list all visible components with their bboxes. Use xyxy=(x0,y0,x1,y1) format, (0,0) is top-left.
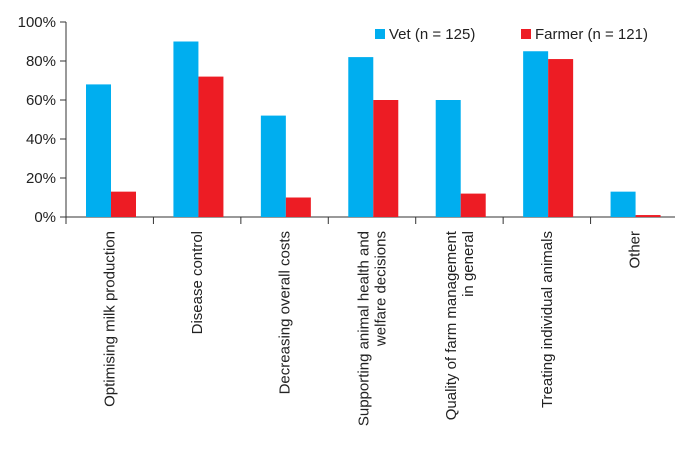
y-tick-label: 20% xyxy=(26,170,56,187)
y-tick-label: 40% xyxy=(26,131,56,148)
bar-vet xyxy=(260,115,286,217)
y-tick-label: 0% xyxy=(34,209,56,226)
category-label: Decreasing overall costs xyxy=(277,231,294,394)
bar-vet xyxy=(173,41,199,217)
legend: Vet (n = 125) Farmer (n = 121) xyxy=(375,26,648,43)
legend-label-farmer: Farmer (n = 121) xyxy=(535,26,648,43)
category-labels: Optimising milk production Disease contro… xyxy=(102,230,644,426)
legend-label-vet: Vet (n = 125) xyxy=(389,26,475,43)
category-label: Supporting animal health and xyxy=(356,231,373,426)
bar-farmer xyxy=(285,197,311,217)
category-label: Optimising milk production xyxy=(102,231,119,407)
bar-farmer xyxy=(460,193,486,217)
bar-vet xyxy=(610,191,636,217)
category-label: in general xyxy=(460,231,477,297)
bar-vet xyxy=(348,57,374,217)
bars xyxy=(86,41,661,218)
category-label: Treating individual animals xyxy=(539,231,556,408)
y-tick-label: 60% xyxy=(26,92,56,109)
legend-swatch-vet xyxy=(375,29,385,39)
y-tick-label: 100% xyxy=(18,14,56,31)
bar-farmer xyxy=(198,76,224,217)
bar-farmer xyxy=(373,100,399,217)
category-label: Other xyxy=(626,231,643,269)
bar-farmer xyxy=(548,59,574,217)
bar-farmer xyxy=(111,191,136,217)
bar-vet xyxy=(523,51,549,217)
category-label: welfare decisions xyxy=(373,231,390,347)
legend-swatch-farmer xyxy=(521,29,531,39)
y-tick-label: 80% xyxy=(26,53,56,70)
bar-vet xyxy=(435,100,461,217)
category-label: Quality of farm management xyxy=(443,230,460,420)
category-label: Disease control xyxy=(189,231,206,334)
bar-vet xyxy=(86,84,111,218)
bar-farmer xyxy=(635,215,661,217)
